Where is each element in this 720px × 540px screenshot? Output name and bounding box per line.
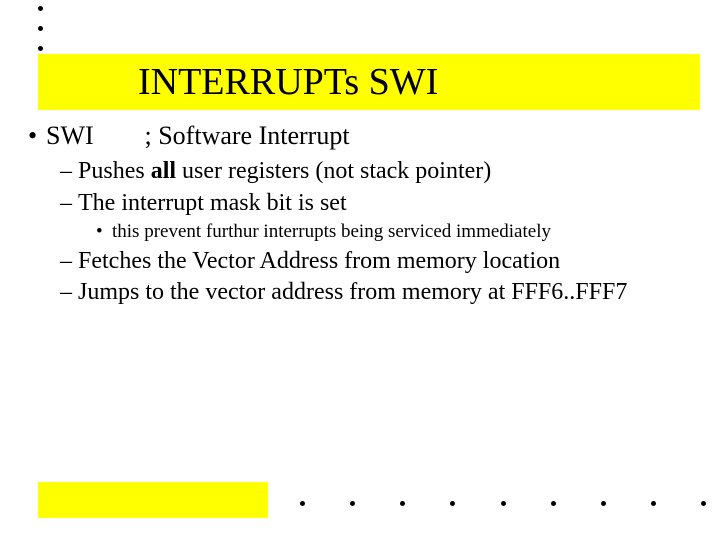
- content-area: SWI ; Software Interrupt Pushes all user…: [38, 120, 700, 310]
- bullet-level2-d: Jumps to the vector address from memory …: [38, 278, 700, 307]
- bullet-level2-a: Pushes all user registers (not stack poi…: [38, 157, 700, 186]
- bullet-level1: SWI ; Software Interrupt: [38, 120, 700, 151]
- bullet-level2-c: Fetches the Vector Address from memory l…: [38, 247, 700, 276]
- l2a-post: user registers (not stack pointer): [176, 158, 491, 184]
- decorative-bottom-band: [38, 482, 268, 518]
- decorative-bottom-dots: [300, 501, 706, 506]
- bullet-level2-b: The interrupt mask bit is set: [38, 189, 700, 218]
- slide-title: INTERRUPTs SWI: [138, 60, 438, 104]
- bullet-l1-label: SWI: [46, 120, 138, 151]
- l2a-pre: Pushes: [78, 158, 151, 184]
- title-band: INTERRUPTs SWI: [38, 54, 700, 110]
- bullet-level3-a: this prevent furthur interrupts being se…: [38, 221, 700, 244]
- bullet-l1-desc: ; Software Interrupt: [145, 121, 350, 150]
- l2a-bold: all: [151, 158, 176, 184]
